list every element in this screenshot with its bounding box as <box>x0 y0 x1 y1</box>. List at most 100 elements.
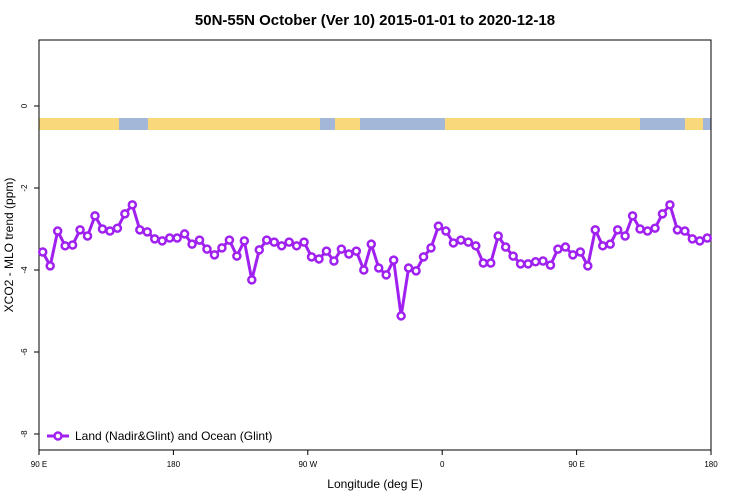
land-ocean-band <box>39 118 711 130</box>
data-point <box>620 231 630 241</box>
x-axis-label: Longitude (deg E) <box>327 477 422 491</box>
land-band <box>148 118 320 130</box>
data-point <box>217 243 227 253</box>
data-point <box>650 223 660 233</box>
data-point <box>523 259 533 269</box>
data-point <box>299 237 309 247</box>
data-point <box>388 255 399 265</box>
data-point <box>575 247 586 257</box>
data-point <box>112 223 123 233</box>
data-point <box>45 261 55 271</box>
data-point <box>672 225 683 235</box>
data-point <box>142 227 153 237</box>
data-point <box>500 242 511 252</box>
data-point <box>590 225 601 235</box>
data-point <box>560 242 571 252</box>
y-tick-label: -2 <box>20 184 29 192</box>
data-point <box>373 263 384 273</box>
data-point <box>635 224 645 234</box>
x-tick-label: 90 W <box>298 460 317 469</box>
data-point <box>627 211 638 221</box>
data-point <box>530 257 541 267</box>
data-point <box>97 224 108 234</box>
data-point <box>657 209 668 219</box>
data-point <box>508 251 518 261</box>
data-point <box>284 237 294 247</box>
data-point <box>702 233 713 243</box>
data-point <box>209 250 220 260</box>
data-point <box>194 235 205 245</box>
data-point <box>149 234 160 244</box>
data-point <box>75 225 85 235</box>
data-point <box>60 241 70 251</box>
data-point <box>597 241 608 251</box>
data-point <box>515 259 526 269</box>
land-band <box>39 118 119 130</box>
x-tick-label: 180 <box>167 460 181 469</box>
data-point <box>463 237 474 247</box>
y-tick-label: -4 <box>20 266 29 274</box>
x-tick-label: 180 <box>704 460 718 469</box>
data-point <box>642 226 653 236</box>
data-point <box>239 236 250 246</box>
y-tick-label: -8 <box>20 430 29 438</box>
land-band <box>685 118 703 130</box>
data-point <box>478 258 489 268</box>
data-point <box>441 226 451 236</box>
data-point <box>179 229 190 239</box>
data-point <box>411 266 421 276</box>
data-point <box>366 239 377 249</box>
data-point <box>471 241 481 251</box>
y-axis-label: XCO2 - MLO trend (ppm) <box>2 178 16 313</box>
data-point <box>202 244 212 254</box>
data-point <box>433 221 444 231</box>
data-point <box>120 209 130 219</box>
legend-marker <box>53 431 63 441</box>
data-point <box>403 263 414 273</box>
data-point <box>418 252 429 262</box>
data-point <box>448 238 459 248</box>
data-point <box>665 200 675 210</box>
data-point <box>105 226 115 236</box>
chart-title: 50N-55N October (Ver 10) 2015-01-01 to 2… <box>195 12 555 29</box>
data-point <box>321 246 332 256</box>
data-point <box>172 233 182 243</box>
data-point <box>396 311 406 321</box>
data-point <box>187 239 197 249</box>
data-point <box>261 235 272 245</box>
data-point <box>538 256 548 266</box>
y-tick-label: 0 <box>20 103 29 108</box>
data-point <box>485 258 496 268</box>
y-tick-label: -6 <box>20 348 29 356</box>
x-tick-label: 90 E <box>568 460 584 469</box>
data-point <box>127 200 138 210</box>
data-point <box>351 246 362 256</box>
data-point <box>605 239 615 249</box>
data-point <box>314 254 324 264</box>
data-point <box>381 270 391 280</box>
data-point <box>224 235 235 245</box>
data-point <box>157 236 167 246</box>
legend-label: Land (Nadir&Glint) and Ocean (Glint) <box>75 429 272 443</box>
plot-frame <box>38 39 712 451</box>
data-point <box>52 226 63 236</box>
data-point <box>329 256 339 266</box>
data-point <box>695 236 705 246</box>
data-point <box>493 231 503 241</box>
data-point <box>276 241 287 251</box>
land-band <box>335 118 360 130</box>
data-point <box>680 226 690 236</box>
data-point <box>568 250 578 260</box>
data-point <box>67 240 78 250</box>
x-tick-label: 0 <box>440 460 445 469</box>
x-tick-label: 90 E <box>31 460 47 469</box>
data-point <box>612 225 623 235</box>
data-point <box>82 231 93 241</box>
data-point <box>306 252 317 262</box>
data-point <box>344 249 354 259</box>
series-line <box>41 201 708 317</box>
data-point <box>254 245 265 255</box>
data-point <box>37 247 48 257</box>
data-point <box>90 211 100 221</box>
